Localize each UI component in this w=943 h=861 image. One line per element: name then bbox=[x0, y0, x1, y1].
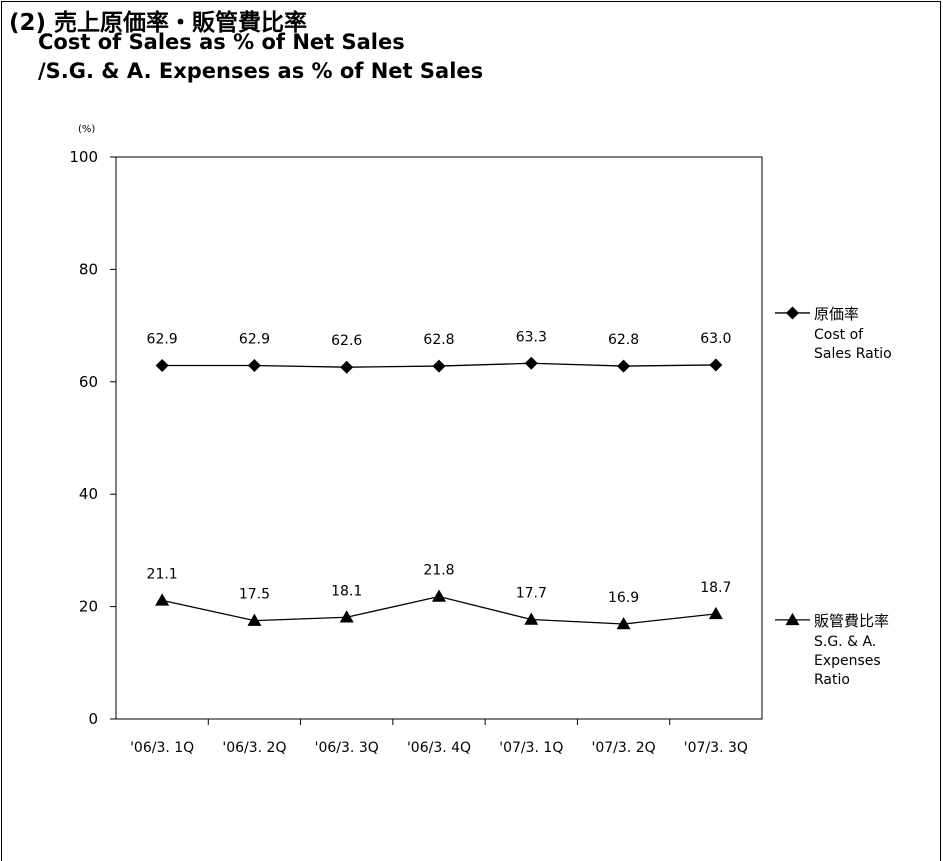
x-tick-label: '07/3. 2Q bbox=[592, 740, 656, 756]
y-tick-label: 80 bbox=[79, 260, 98, 278]
data-label: 62.8 bbox=[423, 332, 454, 348]
legend-triangle-marker bbox=[785, 612, 800, 626]
line-chart: (%) 0 20 40 60 80 100 '06/3. 1Q '06/3. 2Q '06/3.… bbox=[69, 124, 892, 756]
data-label: 16.9 bbox=[608, 590, 639, 606]
data-point-triangle bbox=[339, 610, 354, 623]
chart-title-english-line2: /S.G. & A. Expenses as % of Net Sales bbox=[38, 59, 484, 83]
data-point-triangle bbox=[708, 606, 723, 620]
data-label: 62.9 bbox=[147, 332, 178, 348]
legend-label-english: Expenses bbox=[814, 653, 881, 669]
data-point-diamond bbox=[432, 359, 446, 373]
plot-area: 0 20 40 60 80 100 '06/3. 1Q '06/3. 2Q '06/3. 3Q '… bbox=[69, 148, 763, 756]
x-tick-label: '06/3. 3Q bbox=[315, 740, 379, 756]
legend: 原価率 Cost of Sales Ratio 販管費比率 S.G. & A. Expen… bbox=[775, 305, 892, 688]
data-label: 63.3 bbox=[516, 329, 547, 345]
data-point-diamond bbox=[155, 359, 169, 373]
legend-diamond-marker bbox=[786, 306, 799, 320]
data-point-triangle bbox=[616, 617, 631, 630]
data-point-diamond bbox=[247, 359, 261, 373]
x-tick-label: '06/3. 2Q bbox=[222, 740, 286, 756]
legend-label-japanese: 原価率 bbox=[814, 305, 859, 323]
data-point-diamond bbox=[617, 359, 631, 373]
legend-label-english: Cost of bbox=[814, 327, 864, 343]
y-tick-label: 100 bbox=[69, 148, 98, 166]
chart-title-english-line1: Cost of Sales as % of Net Sales bbox=[38, 30, 405, 54]
legend-label-english: Ratio bbox=[814, 672, 850, 688]
legend-label-japanese: 販管費比率 bbox=[814, 612, 889, 630]
y-tick-label: 20 bbox=[79, 598, 98, 616]
x-tick-label: '06/3. 4Q bbox=[407, 740, 471, 756]
data-label: 21.8 bbox=[423, 562, 454, 578]
data-point-triangle bbox=[155, 593, 170, 606]
data-label: 17.7 bbox=[516, 586, 547, 602]
legend-label-english: Sales Ratio bbox=[814, 346, 892, 362]
y-tick-label: 0 bbox=[88, 710, 98, 728]
x-tick-label: '07/3. 3Q bbox=[684, 740, 748, 756]
data-point-diamond bbox=[524, 356, 538, 370]
y-tick-label: 40 bbox=[79, 485, 98, 503]
data-label: 18.1 bbox=[331, 583, 362, 599]
x-tick-label: '07/3. 1Q bbox=[499, 740, 563, 756]
x-tick-label: '06/3. 1Q bbox=[130, 740, 194, 756]
data-label: 62.6 bbox=[331, 333, 362, 349]
chart-title-japanese: (2) 売上原価率・販管費比率 bbox=[9, 10, 308, 36]
legend-label-english: S.G. & A. bbox=[814, 634, 876, 650]
data-point-diamond bbox=[340, 360, 354, 374]
data-label: 63.0 bbox=[700, 331, 731, 347]
y-axis-unit-label: (%) bbox=[78, 124, 95, 135]
data-point-diamond bbox=[709, 358, 723, 372]
data-label: 18.7 bbox=[700, 580, 731, 596]
data-point-triangle bbox=[247, 613, 262, 626]
data-point-triangle bbox=[524, 612, 539, 625]
data-label: 17.5 bbox=[239, 587, 270, 603]
data-point-triangle bbox=[432, 589, 446, 602]
data-label: 62.9 bbox=[239, 332, 270, 348]
plot-border bbox=[115, 156, 763, 720]
y-tick-label: 60 bbox=[79, 373, 98, 391]
data-label: 62.8 bbox=[608, 332, 639, 348]
data-label: 21.1 bbox=[147, 566, 178, 582]
